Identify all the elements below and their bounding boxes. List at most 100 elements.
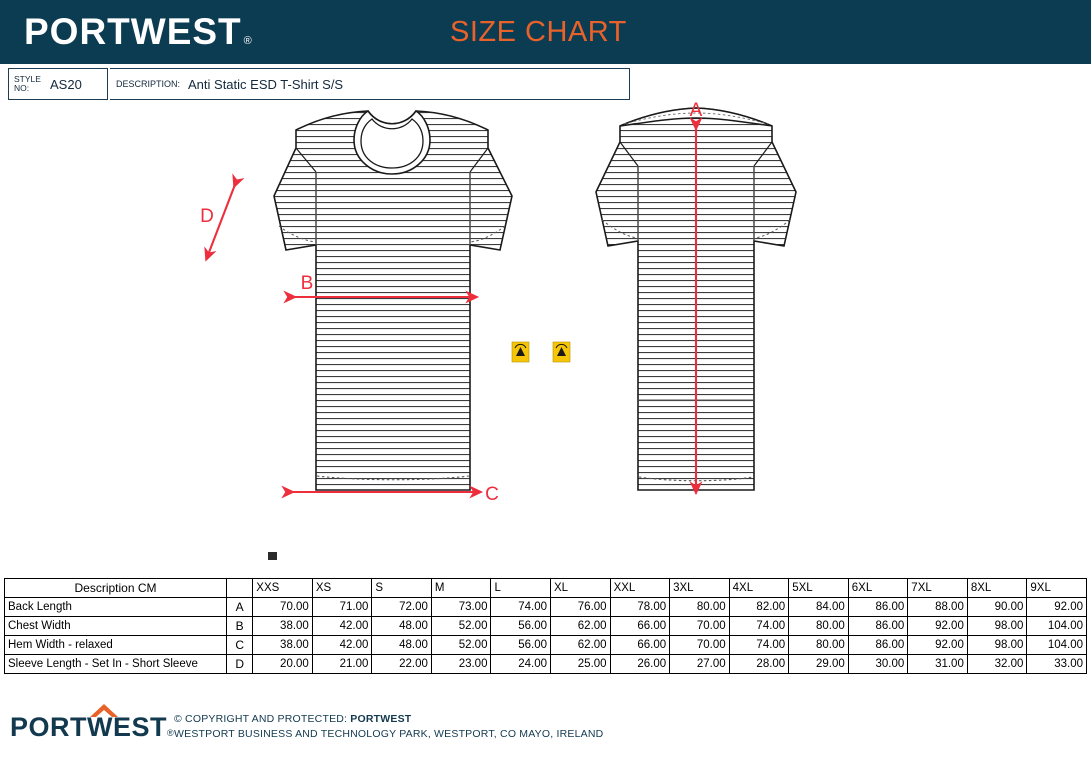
cell-3-7: 27.00 xyxy=(669,654,730,674)
cell-0-12: 90.00 xyxy=(966,597,1028,617)
column-header-size-4: L xyxy=(490,578,552,598)
cell-1-7: 70.00 xyxy=(669,616,730,636)
cell-1-8: 74.00 xyxy=(728,616,790,636)
marker-label-b: B xyxy=(301,273,314,294)
style-number-label: STYLE NO: xyxy=(14,75,44,93)
column-header-size-9: 5XL xyxy=(788,578,849,598)
cell-3-0: 20.00 xyxy=(252,654,313,674)
footer-copyright-line: © COPYRIGHT AND PROTECTED: PORTWEST xyxy=(174,712,603,727)
header-brand-registered-mark: ® xyxy=(243,35,253,47)
cell-0-9: 84.00 xyxy=(788,597,849,617)
footer-copyright-prefix: © COPYRIGHT AND PROTECTED: xyxy=(174,713,351,725)
description-field: DESCRIPTION: Anti Static ESD T-Shirt S/S xyxy=(110,68,630,100)
cell-2-6: 66.00 xyxy=(609,635,671,655)
cell-2-2: 48.00 xyxy=(371,635,432,655)
garment-illustration: A B C D xyxy=(0,100,1091,560)
measurement-marker-b: B xyxy=(283,273,480,304)
cell-3-6: 26.00 xyxy=(609,654,671,674)
cell-0-11: 88.00 xyxy=(907,597,968,617)
chevron-up-icon xyxy=(90,703,118,717)
description-label: DESCRIPTION: xyxy=(116,79,181,89)
table-row: Back Length A 70.00 71.00 72.00 73.00 74… xyxy=(3,597,1087,617)
column-header-size-7: 3XL xyxy=(669,578,730,598)
cell-0-13: 92.00 xyxy=(1026,597,1087,617)
cell-0-8: 82.00 xyxy=(728,597,790,617)
footer-copyright-brand: PORTWEST xyxy=(350,713,412,725)
measurement-marker-d: D xyxy=(200,173,245,262)
esd-badge-back xyxy=(552,341,571,363)
row-label-2: Hem Width - relaxed xyxy=(3,635,228,655)
style-number-label-line1: STYLE xyxy=(14,74,41,85)
row-letter-3: D xyxy=(226,654,254,674)
cell-3-9: 29.00 xyxy=(788,654,849,674)
row-label-3: Sleeve Length - Set In - Short Sleeve xyxy=(3,654,228,674)
size-chart-table-wrapper: Description CM XXS XS S M L XL XXL 3XL 4… xyxy=(3,578,1087,674)
column-header-size-8: 4XL xyxy=(728,578,790,598)
cell-0-3: 73.00 xyxy=(430,597,492,617)
measurement-marker-a: A xyxy=(689,100,703,496)
cell-2-7: 70.00 xyxy=(669,635,730,655)
cell-0-1: 71.00 xyxy=(311,597,373,617)
page-title: SIZE CHART xyxy=(450,15,627,48)
row-letter-1: B xyxy=(226,616,254,636)
table-body: Back Length A 70.00 71.00 72.00 73.00 74… xyxy=(3,597,1087,674)
cell-1-6: 66.00 xyxy=(609,616,671,636)
page-footer: PORTWEST® © COPYRIGHT AND PROTECTED: POR… xyxy=(0,703,1091,742)
table-row: Chest Width B 38.00 42.00 48.00 52.00 56… xyxy=(3,616,1087,636)
footer-logo: PORTWEST® xyxy=(10,703,174,741)
cell-3-3: 23.00 xyxy=(430,654,492,674)
front-hem-stitch xyxy=(316,475,470,481)
cell-2-13: 104.00 xyxy=(1026,635,1087,655)
footer-text-block: © COPYRIGHT AND PROTECTED: PORTWEST WEST… xyxy=(174,712,603,742)
column-header-size-2: S xyxy=(371,578,432,598)
cell-1-11: 92.00 xyxy=(907,616,968,636)
cell-1-13: 104.00 xyxy=(1026,616,1087,636)
side-label-tag xyxy=(268,552,277,560)
cell-2-4: 56.00 xyxy=(490,635,552,655)
footer-brand-registered-mark: ® xyxy=(167,727,174,738)
cell-2-12: 98.00 xyxy=(966,635,1028,655)
cell-1-0: 38.00 xyxy=(252,616,313,636)
size-chart-table: Description CM XXS XS S M L XL XXL 3XL 4… xyxy=(3,578,1087,674)
cell-1-9: 80.00 xyxy=(788,616,849,636)
product-info-bar: STYLE NO: AS20 DESCRIPTION: Anti Static … xyxy=(8,68,1091,100)
row-letter-0: A xyxy=(226,597,254,617)
column-header-size-10: 6XL xyxy=(847,578,909,598)
cell-2-3: 52.00 xyxy=(430,635,492,655)
cell-2-1: 42.00 xyxy=(311,635,373,655)
esd-badge-front xyxy=(511,341,530,363)
cell-1-3: 52.00 xyxy=(430,616,492,636)
column-header-letter xyxy=(226,578,254,598)
column-header-size-13: 9XL xyxy=(1026,578,1087,598)
marker-label-a: A xyxy=(690,100,703,121)
cell-3-1: 21.00 xyxy=(311,654,373,674)
style-number-field: STYLE NO: AS20 xyxy=(8,68,108,100)
cell-1-2: 48.00 xyxy=(371,616,432,636)
cell-3-5: 25.00 xyxy=(550,654,611,674)
t-shirt-back-view xyxy=(552,107,797,491)
style-number-label-line2: NO: xyxy=(14,83,30,93)
cell-1-12: 98.00 xyxy=(966,616,1028,636)
cell-3-12: 32.00 xyxy=(966,654,1028,674)
cell-2-9: 80.00 xyxy=(788,635,849,655)
cell-0-0: 70.00 xyxy=(252,597,313,617)
row-label-1: Chest Width xyxy=(3,616,228,636)
cell-2-11: 92.00 xyxy=(907,635,968,655)
column-header-size-5: XL xyxy=(550,578,611,598)
row-letter-2: C xyxy=(226,635,254,655)
style-number-value: AS20 xyxy=(50,76,82,92)
cell-3-10: 30.00 xyxy=(847,654,909,674)
cell-0-7: 80.00 xyxy=(669,597,730,617)
cell-0-5: 76.00 xyxy=(550,597,611,617)
table-row: Sleeve Length - Set In - Short Sleeve D … xyxy=(3,654,1087,674)
cell-1-1: 42.00 xyxy=(311,616,373,636)
column-header-description: Description CM xyxy=(3,578,228,598)
marker-label-d: D xyxy=(200,206,214,227)
cell-1-10: 86.00 xyxy=(847,616,909,636)
back-collar-rib xyxy=(619,107,773,127)
cell-0-2: 72.00 xyxy=(371,597,432,617)
front-collar-rib xyxy=(353,109,431,175)
page-header: PORTWEST ® SIZE CHART xyxy=(0,0,1091,64)
column-header-size-11: 7XL xyxy=(907,578,968,598)
column-header-size-12: 8XL xyxy=(966,578,1028,598)
